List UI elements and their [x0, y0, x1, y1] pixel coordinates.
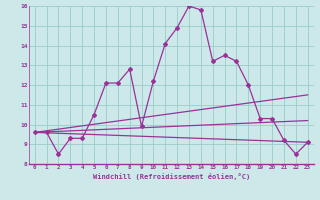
- X-axis label: Windchill (Refroidissement éolien,°C): Windchill (Refroidissement éolien,°C): [92, 173, 250, 180]
